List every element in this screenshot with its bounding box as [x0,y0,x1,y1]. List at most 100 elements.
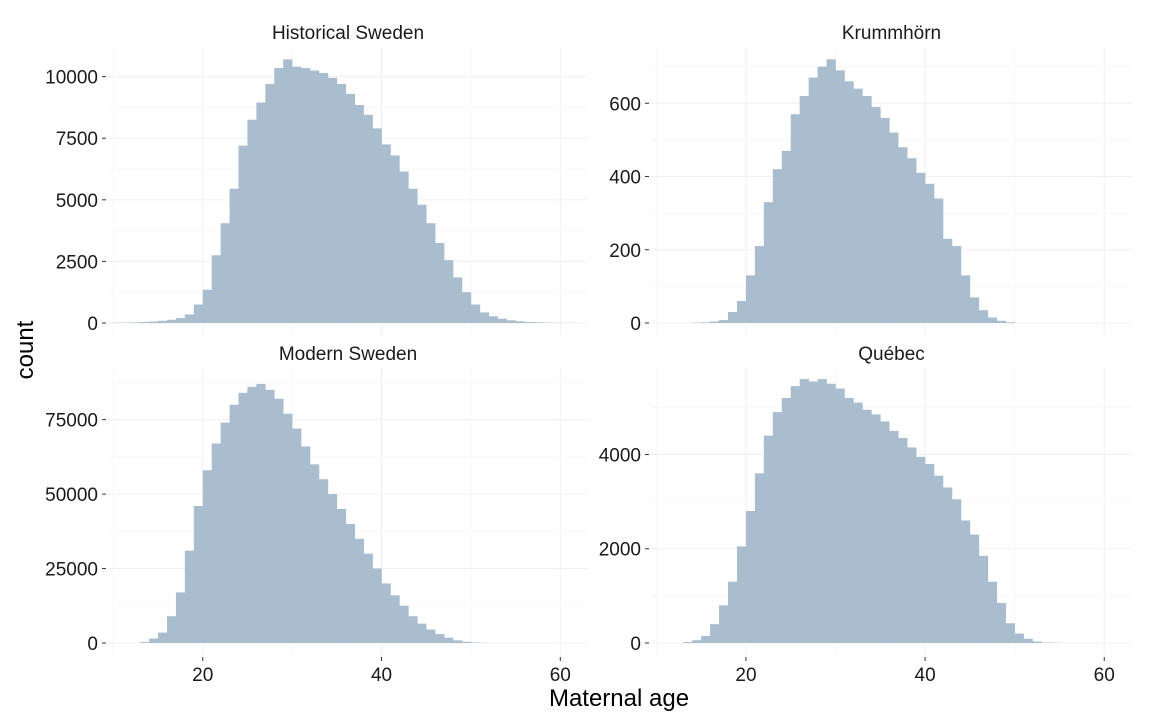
histogram-bar [808,77,818,323]
histogram-bar [853,402,863,643]
histogram-bar [754,473,765,643]
panel-1: Historical Sweden 0 2500 5000 7500 10000 [45,23,588,335]
histogram-bar [799,379,809,643]
histogram-bar [835,70,845,323]
histogram-bar [166,616,177,643]
histogram-bar [862,409,872,643]
y-tick-label: 10000 [45,68,98,89]
histogram-bar [907,447,917,643]
histogram-bar [880,117,890,323]
histogram-bar [131,322,141,323]
histogram-bar [987,581,998,643]
histogram-bar [790,386,800,643]
histogram-bar [301,446,311,643]
histogram-bar [710,321,720,323]
histogram-bar [701,635,711,643]
histogram-bars [140,383,490,643]
y-tick-label: 0 [630,314,641,335]
y-tick-label: 2500 [56,252,98,273]
panel-title: Québec [858,344,925,365]
y-tick-label: 25000 [45,560,98,581]
histogram-bar [960,520,971,643]
histogram-bar [844,81,854,323]
histogram-bar [969,534,980,643]
histogram-bar [1005,623,1015,643]
y-axis: 0 2000 4000 [599,445,649,655]
histogram-bar [220,422,230,643]
histogram-bar [996,602,1007,643]
histogram-bar [247,386,257,643]
histogram-bar [515,321,525,323]
histogram-bar [202,289,212,323]
histogram-bar [1005,322,1015,323]
histogram-bar [444,260,454,323]
histogram-bar [835,388,845,643]
histogram-bar [943,487,953,643]
histogram-bar [292,66,302,323]
y-axis: 0 200 400 600 [609,94,649,335]
histogram-bar [826,383,836,643]
histogram-bar [238,392,248,643]
y-tick-label: 400 [609,168,641,189]
histogram-bar [158,632,168,643]
histogram-bar [943,238,953,323]
y-tick-label: 75000 [45,411,98,432]
histogram-bar [898,437,908,643]
histogram-bar [381,144,391,323]
histogram-bar [327,77,338,324]
histogram-bar [310,464,320,643]
histogram-bar [799,95,809,323]
histogram-bar [363,114,373,323]
histogram-bar [978,555,989,643]
histogram-bar [506,320,516,323]
histogram-bar [417,623,427,643]
histogram-bar [417,204,427,323]
histogram-bar [978,310,989,323]
histogram-bar [140,322,150,323]
histogram-bar [772,169,783,323]
histogram-bar [318,72,329,323]
x-axis-title: Maternal age [549,685,689,712]
histogram-bar [736,546,747,643]
histogram-bar [898,147,908,323]
histogram-bar [701,322,711,323]
panel-3: Modern Sweden 0 25000 50000 75000 20 40 60 [45,344,588,686]
histogram-bar [435,242,445,323]
histogram-bar [934,198,944,323]
y-tick-label: 0 [630,634,641,655]
histogram-bar [310,70,320,323]
histogram-bar [354,538,364,643]
histogram-bar [166,319,177,323]
histogram-bar [763,202,774,323]
histogram-bars [113,59,579,324]
histogram-bar [184,314,195,323]
histogram-bar [728,581,738,643]
y-tick-label: 200 [609,241,641,262]
histogram-bar [710,624,720,643]
panel-4: Québec 0 2000 4000 20 40 60 [599,344,1132,686]
histogram-bar [265,84,275,323]
histogram-bar [960,275,971,323]
histogram-bar [336,508,347,643]
y-axis: 0 25000 50000 75000 [45,411,106,655]
histogram-bar [844,397,854,643]
histogram-bar [951,499,962,643]
histogram-bar [524,322,534,323]
histogram-bar [158,320,168,323]
histogram-bar [390,155,400,323]
histogram-bar [229,404,239,643]
histogram-bar [229,188,239,323]
histogram-bar [853,88,863,324]
histogram-bar [184,550,195,643]
histogram-bar [408,616,418,643]
histogram-bar [1014,633,1024,643]
histogram-bar [728,312,738,323]
histogram-bar [781,150,792,323]
histogram-bar [256,383,266,643]
histogram-bar [916,172,926,323]
histogram-bar [808,381,818,643]
histogram-bar [951,246,962,323]
histogram-bar [301,68,311,323]
x-axis: 20 40 60 [735,657,1115,686]
panel-2: Krummhörn 0 200 400 600 [609,23,1132,335]
